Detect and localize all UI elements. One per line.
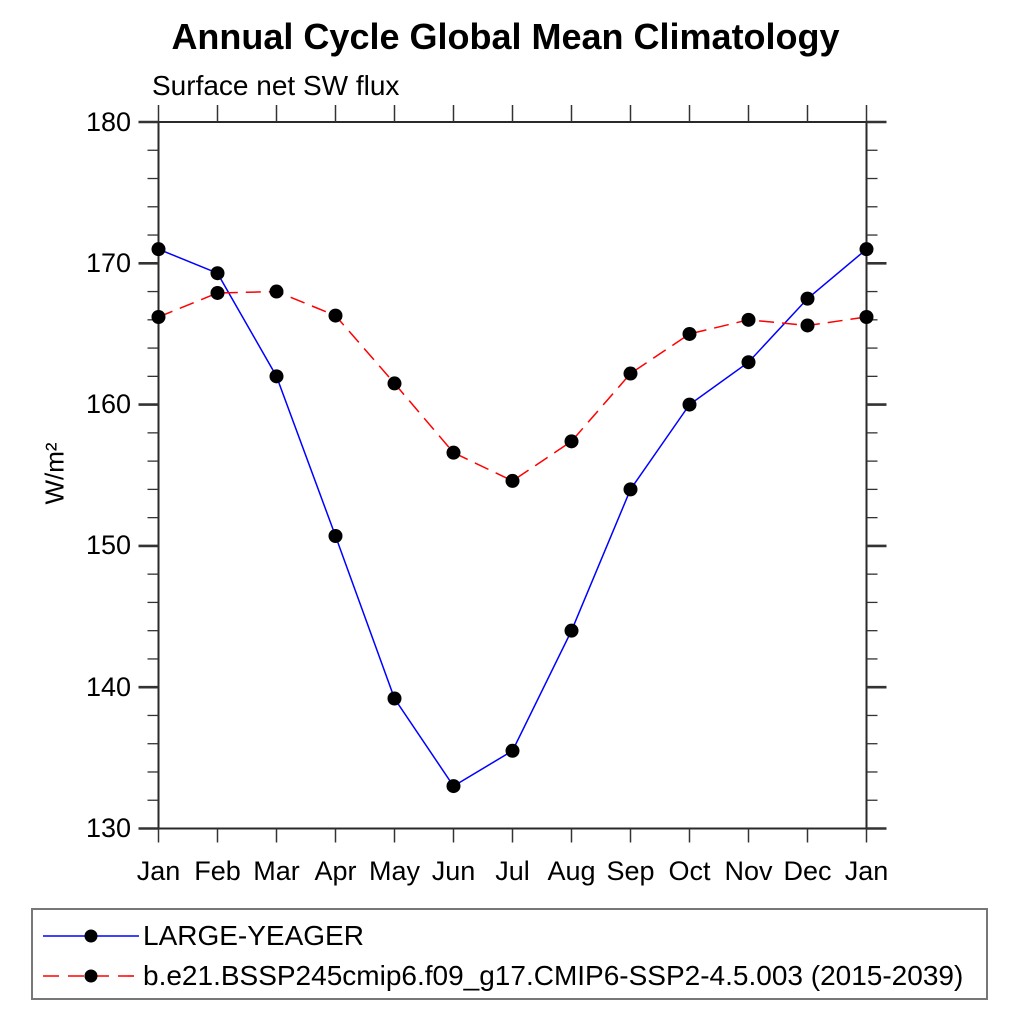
x-tick-label: Nov bbox=[724, 856, 773, 886]
x-tick-label: Aug bbox=[547, 856, 596, 886]
legend-item-large-yeager: LARGE-YEAGER bbox=[39, 916, 986, 956]
x-tick-label: Apr bbox=[314, 856, 357, 886]
x-tick-label: Dec bbox=[783, 856, 832, 886]
legend-label: b.e21.BSSP245cmip6.f09_g17.CMIP6-SSP2-4.… bbox=[143, 960, 964, 991]
legend-line-sample-solid-blue bbox=[43, 929, 139, 943]
x-tick-label: Mar bbox=[253, 856, 300, 886]
y-tick-label: 150 bbox=[85, 530, 131, 561]
y-tick-label: 130 bbox=[85, 813, 131, 843]
y-tick-label: 140 bbox=[85, 671, 131, 702]
x-tick-label: Jul bbox=[495, 856, 530, 886]
y-tick-label: 180 bbox=[85, 106, 131, 137]
legend-item-model-run: b.e21.BSSP245cmip6.f09_g17.CMIP6-SSP2-4.… bbox=[39, 956, 986, 996]
x-tick-label: Feb bbox=[194, 856, 241, 886]
x-tick-label: Sep bbox=[606, 856, 655, 886]
x-tick-label: Oct bbox=[668, 856, 711, 886]
x-tick-label: Jan bbox=[136, 856, 181, 886]
chart-subtitle: Surface net SW flux bbox=[152, 70, 400, 101]
chart-title: Annual Cycle Global Mean Climatology bbox=[171, 16, 840, 57]
x-tick-label: Jun bbox=[431, 856, 476, 886]
x-tick-label: Jan bbox=[844, 856, 889, 886]
legend-line-sample-dashed-red bbox=[43, 969, 139, 983]
y-tick-label: 160 bbox=[85, 389, 131, 420]
x-tick-label: May bbox=[368, 856, 420, 886]
y-tick-label: 170 bbox=[85, 247, 131, 278]
legend-label: LARGE-YEAGER bbox=[143, 920, 364, 951]
legend-box: LARGE-YEAGER b.e21.BSSP245cmip6.f09_g17.… bbox=[31, 908, 988, 1000]
